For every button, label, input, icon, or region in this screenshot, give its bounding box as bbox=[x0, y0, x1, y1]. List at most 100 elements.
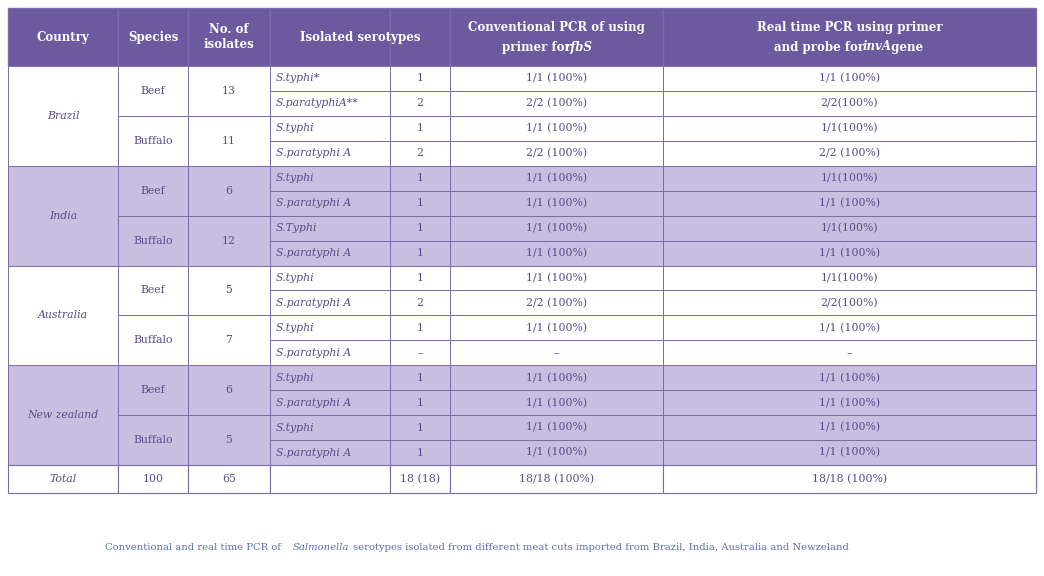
Text: 1: 1 bbox=[417, 373, 424, 382]
Bar bbox=[118, 440, 188, 465]
Bar bbox=[663, 390, 1036, 415]
Bar bbox=[8, 8, 118, 66]
Bar bbox=[8, 66, 118, 166]
Text: gene: gene bbox=[887, 40, 924, 54]
Text: 1: 1 bbox=[417, 423, 424, 433]
Bar bbox=[270, 241, 390, 266]
Bar bbox=[188, 290, 270, 316]
Bar bbox=[188, 390, 270, 415]
Bar bbox=[188, 415, 270, 465]
Bar bbox=[118, 241, 188, 266]
Bar bbox=[118, 91, 188, 116]
Text: 6: 6 bbox=[226, 185, 233, 196]
Text: Buffalo: Buffalo bbox=[134, 136, 172, 146]
Bar bbox=[663, 116, 1036, 141]
Text: Country: Country bbox=[37, 31, 90, 44]
Bar bbox=[270, 166, 390, 191]
Text: S.typhi: S.typhi bbox=[276, 423, 314, 433]
Bar bbox=[188, 166, 270, 191]
Text: Brazil: Brazil bbox=[47, 111, 79, 121]
Text: No. of
isolates: No. of isolates bbox=[204, 23, 255, 51]
Text: invA: invA bbox=[863, 40, 892, 54]
Text: 1/1 (100%): 1/1 (100%) bbox=[526, 422, 587, 433]
Text: Total: Total bbox=[49, 474, 76, 484]
Text: –: – bbox=[553, 348, 560, 358]
Text: 1/1(100%): 1/1(100%) bbox=[821, 273, 878, 283]
Bar bbox=[450, 91, 663, 116]
Bar bbox=[188, 191, 270, 215]
Bar bbox=[663, 415, 1036, 440]
Bar bbox=[188, 266, 270, 316]
Bar bbox=[8, 215, 118, 241]
Text: 2/2(100%): 2/2(100%) bbox=[821, 298, 878, 308]
Text: 1/1(100%): 1/1(100%) bbox=[821, 223, 878, 233]
Bar bbox=[270, 415, 390, 440]
Text: 2/2 (100%): 2/2 (100%) bbox=[526, 148, 587, 158]
Text: 1/1 (100%): 1/1 (100%) bbox=[526, 373, 587, 383]
Text: 1/1 (100%): 1/1 (100%) bbox=[526, 173, 587, 183]
Bar bbox=[450, 8, 663, 66]
Text: India: India bbox=[49, 211, 77, 221]
Text: 18/18 (100%): 18/18 (100%) bbox=[812, 474, 887, 484]
Bar bbox=[390, 340, 450, 365]
Bar bbox=[390, 290, 450, 316]
Bar bbox=[270, 116, 390, 141]
Text: 12: 12 bbox=[222, 236, 236, 245]
Text: 1/1 (100%): 1/1 (100%) bbox=[818, 73, 880, 84]
Bar bbox=[390, 415, 450, 440]
Bar bbox=[8, 316, 118, 340]
Bar bbox=[118, 116, 188, 141]
Bar bbox=[450, 290, 663, 316]
Text: 1/1 (100%): 1/1 (100%) bbox=[526, 123, 587, 134]
Text: 2: 2 bbox=[417, 298, 424, 308]
Text: S.paratyphiA**: S.paratyphiA** bbox=[276, 98, 359, 108]
Text: 100: 100 bbox=[142, 474, 164, 484]
Bar bbox=[8, 166, 118, 266]
Text: Beef: Beef bbox=[141, 385, 165, 395]
Bar bbox=[188, 465, 270, 493]
Bar bbox=[118, 191, 188, 215]
Bar bbox=[663, 215, 1036, 241]
Text: 1: 1 bbox=[417, 248, 424, 258]
Bar bbox=[390, 440, 450, 465]
Bar bbox=[270, 290, 390, 316]
Bar bbox=[663, 191, 1036, 215]
Bar bbox=[270, 316, 390, 340]
Text: Beef: Beef bbox=[141, 185, 165, 196]
Text: New zealand: New zealand bbox=[27, 410, 98, 420]
Bar bbox=[118, 66, 188, 91]
Text: and probe for: and probe for bbox=[775, 40, 869, 54]
Bar bbox=[390, 465, 450, 493]
Bar bbox=[118, 66, 188, 116]
Bar bbox=[663, 8, 1036, 66]
Text: 1: 1 bbox=[417, 397, 424, 408]
Bar bbox=[390, 141, 450, 166]
Bar bbox=[270, 8, 390, 66]
Bar bbox=[8, 365, 118, 465]
Bar bbox=[663, 316, 1036, 340]
Text: 1/1 (100%): 1/1 (100%) bbox=[818, 323, 880, 333]
Text: S.paratyphi A: S.paratyphi A bbox=[276, 348, 351, 358]
Text: 1/1 (100%): 1/1 (100%) bbox=[526, 273, 587, 283]
Text: Conventional and real time PCR of: Conventional and real time PCR of bbox=[105, 544, 284, 552]
Bar bbox=[8, 266, 118, 290]
Bar bbox=[118, 8, 188, 66]
Bar bbox=[188, 215, 270, 241]
Text: 1/1 (100%): 1/1 (100%) bbox=[526, 323, 587, 333]
Text: S.paratyphi A: S.paratyphi A bbox=[276, 198, 351, 208]
Bar bbox=[8, 266, 118, 365]
Bar bbox=[390, 215, 450, 241]
Bar bbox=[450, 316, 663, 340]
Bar bbox=[663, 365, 1036, 390]
Bar bbox=[188, 8, 270, 66]
Text: S.paratyphi A: S.paratyphi A bbox=[276, 248, 351, 258]
Text: S.paratyphi A: S.paratyphi A bbox=[276, 148, 351, 158]
Text: 2/2 (100%): 2/2 (100%) bbox=[526, 298, 587, 308]
Bar bbox=[118, 266, 188, 290]
Text: 2/2 (100%): 2/2 (100%) bbox=[818, 148, 880, 158]
Bar bbox=[450, 415, 663, 440]
Bar bbox=[390, 166, 450, 191]
Bar bbox=[450, 266, 663, 290]
Text: S.typhi: S.typhi bbox=[276, 373, 314, 382]
Text: S.typhi: S.typhi bbox=[276, 323, 314, 333]
